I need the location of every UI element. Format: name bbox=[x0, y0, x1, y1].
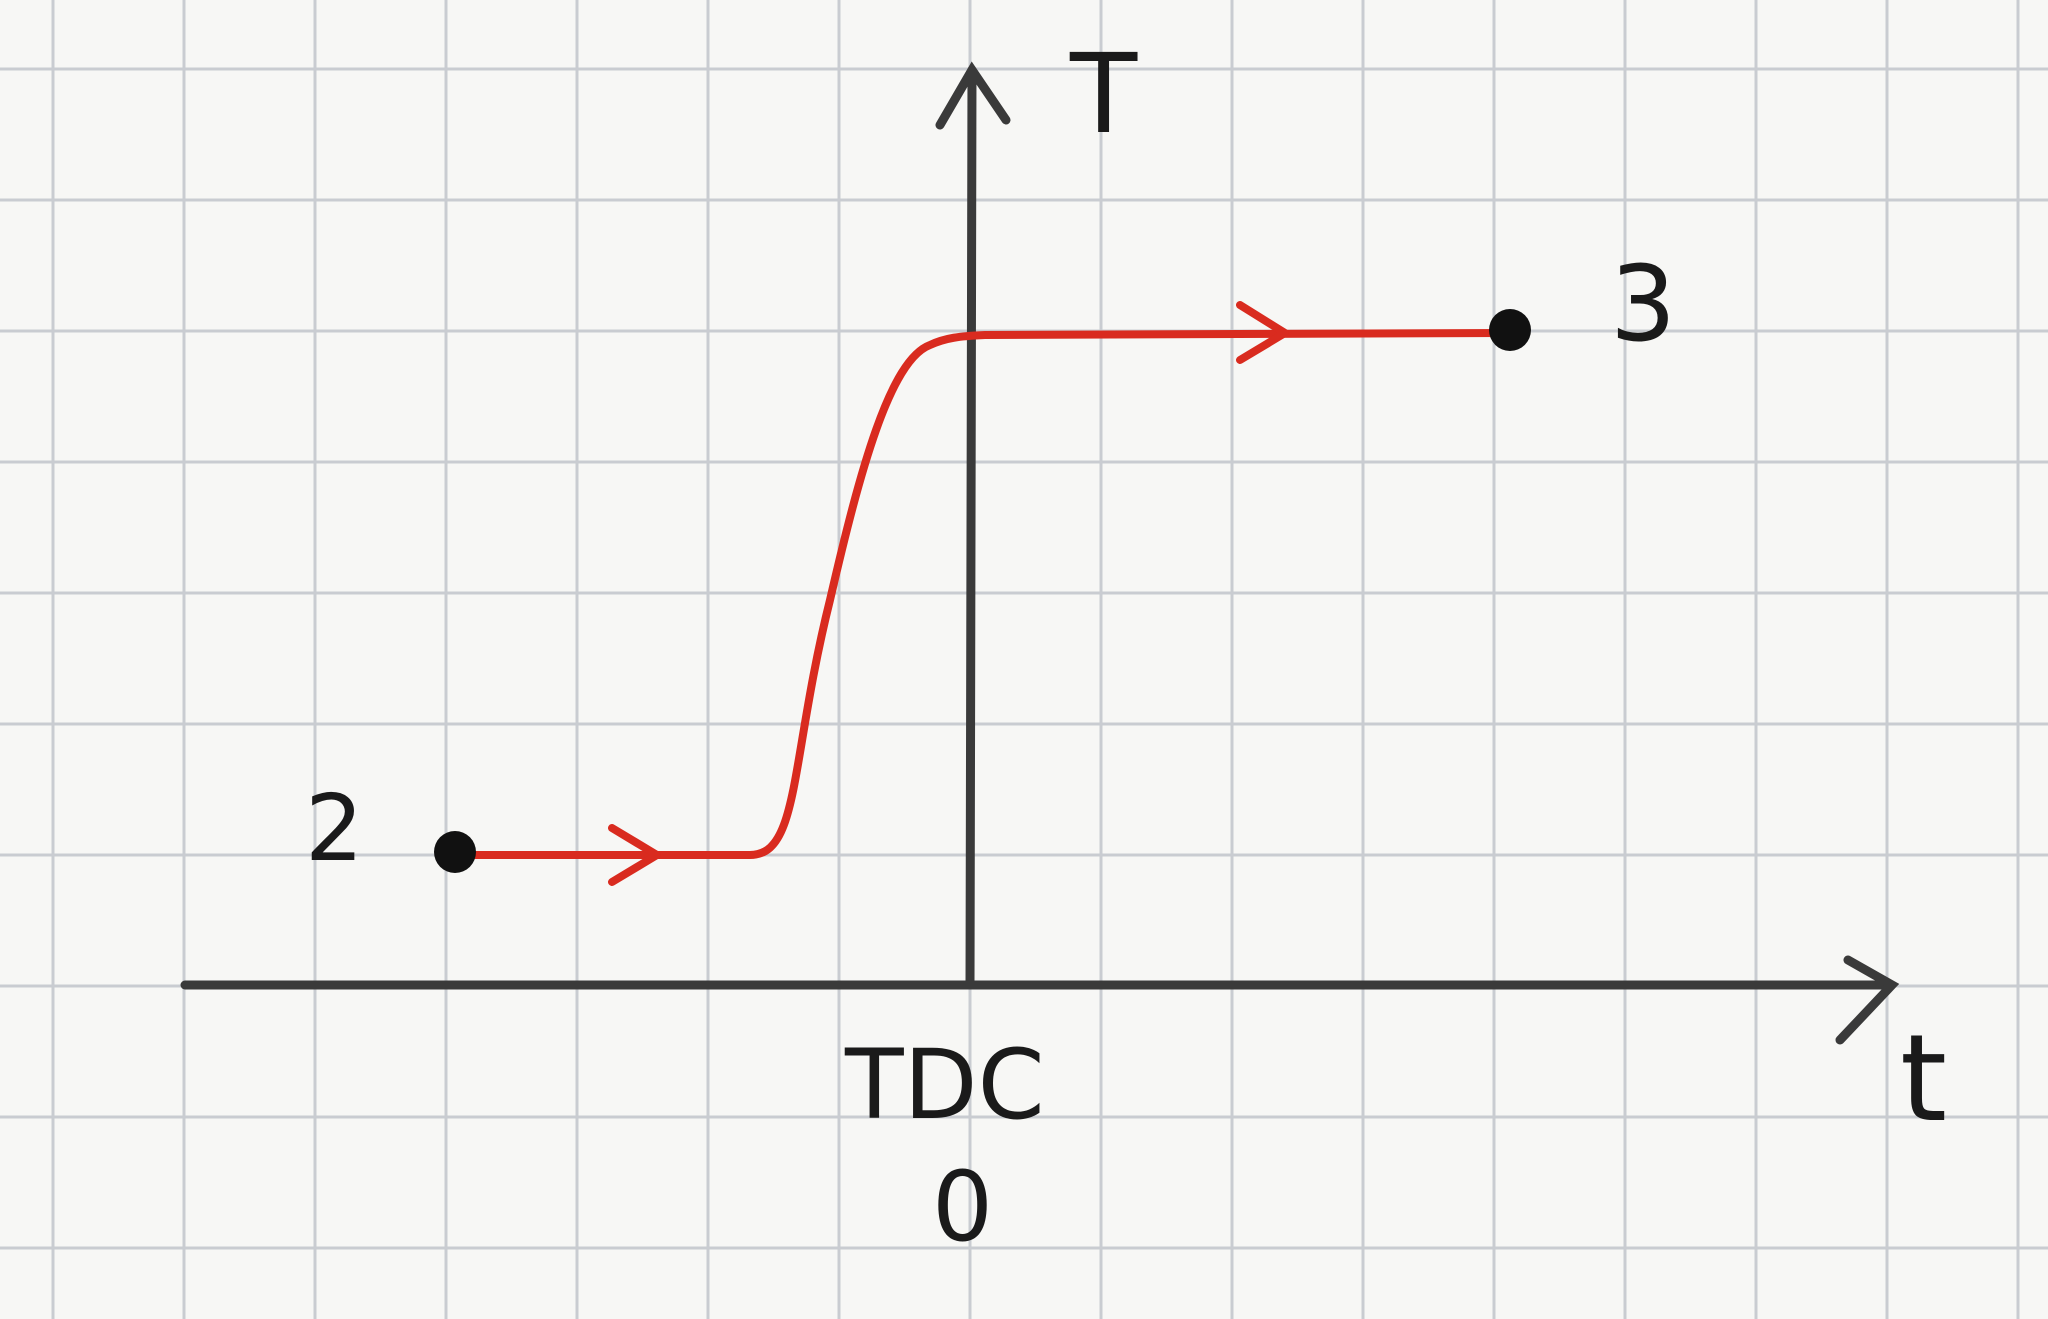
point-2-label: 2 bbox=[305, 775, 364, 882]
tdc-label: TDC bbox=[844, 1029, 1045, 1141]
curve-arrow-upper bbox=[1236, 301, 1289, 364]
process-curve bbox=[451, 301, 1509, 886]
T-axis-label: T bbox=[1069, 30, 1138, 158]
axes bbox=[180, 61, 1900, 1045]
curve-path bbox=[451, 329, 1509, 859]
origin-zero-label: 0 bbox=[932, 1151, 993, 1263]
T-axis bbox=[965, 65, 977, 990]
t-axis-arrowhead bbox=[1835, 955, 1900, 1045]
point-3-marker bbox=[1489, 309, 1531, 351]
point-3-label: 3 bbox=[1610, 243, 1676, 365]
point-2-marker bbox=[434, 831, 476, 873]
curve-arrow-lower bbox=[608, 824, 661, 886]
t-axis-label: t bbox=[1900, 1010, 1947, 1149]
T-axis-arrowhead bbox=[935, 61, 1011, 130]
